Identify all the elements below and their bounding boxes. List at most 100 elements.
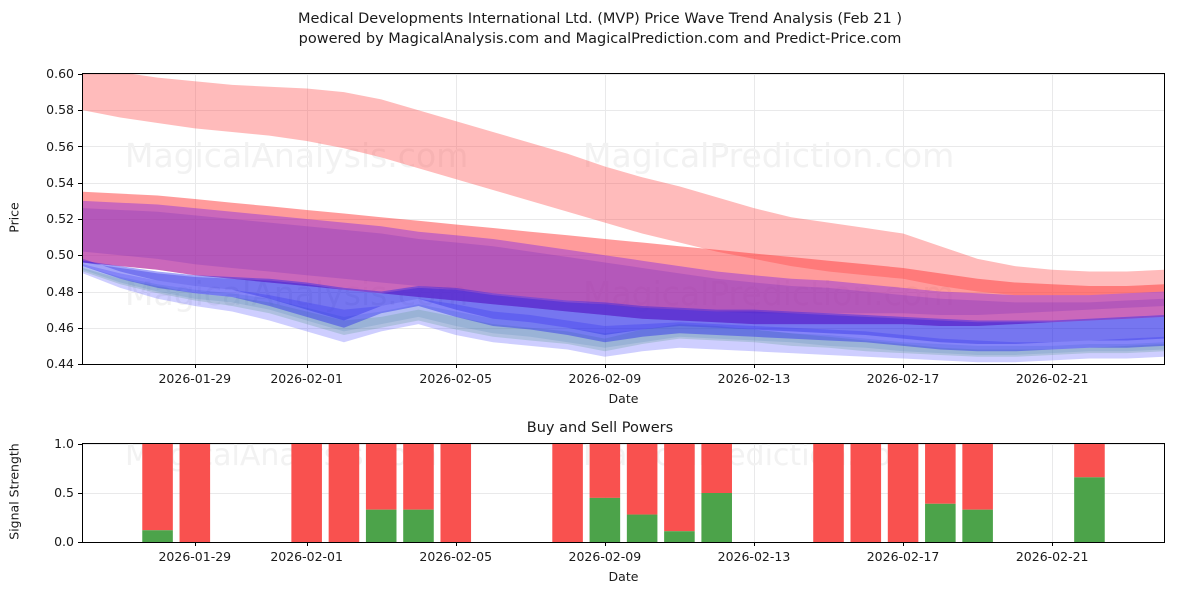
sell-power-bar (589, 444, 621, 498)
price-y-tick (78, 110, 82, 112)
sell-power-bar (1074, 444, 1105, 478)
buy-power-bar (1074, 477, 1105, 542)
price-x-tick (1052, 364, 1054, 368)
sell-power-bar (365, 444, 397, 510)
price-gridline-v (754, 74, 755, 364)
signal-x-tick (456, 542, 458, 546)
price-x-tick-label: 2026-02-13 (717, 371, 791, 386)
price-y-tick (78, 183, 82, 185)
sell-power-bar (552, 444, 583, 542)
signal-x-tick (754, 542, 756, 546)
sell-power-bar (179, 444, 211, 542)
signal-x-tick-label: 2026-01-29 (158, 549, 232, 564)
signal-y-tick (78, 493, 82, 495)
price-x-tick-label: 2026-01-29 (158, 371, 232, 386)
signal-y-tick (78, 444, 82, 446)
buy-power-bar (589, 497, 621, 542)
signal-gridline-h (83, 444, 1164, 445)
signal-y-axis-label: Signal Strength (6, 443, 22, 540)
sell-power-bar (962, 444, 993, 510)
price-x-tick (307, 364, 309, 368)
price-gridline-v (1052, 74, 1053, 364)
sell-power-bar (664, 444, 695, 532)
sell-power-bar (328, 444, 360, 542)
buy-sell-bars (142, 444, 1105, 542)
price-y-tick-label: 0.50 (46, 247, 74, 263)
price-x-tick (754, 364, 756, 368)
sell-power-bar (626, 444, 658, 515)
price-y-tick (78, 255, 82, 257)
signal-plot-area: MagicalAnalysis.com MagicalPrediction.com (82, 443, 1165, 543)
price-x-axis-label: Date (608, 391, 639, 406)
price-band-upper-red-band (83, 74, 1164, 296)
price-x-tick-label: 2026-02-21 (1015, 371, 1089, 386)
buy-power-bar (664, 531, 695, 542)
price-y-tick-label: 0.52 (46, 211, 74, 226)
price-band-blue-core (83, 258, 1164, 345)
signal-y-tick (78, 542, 82, 544)
signal-x-tick (1052, 542, 1054, 546)
price-y-tick (78, 219, 82, 221)
signal-x-tick (195, 542, 197, 546)
price-band-blue-band (83, 260, 1164, 352)
price-gridline-h (83, 74, 1164, 75)
price-x-tick (903, 364, 905, 368)
price-gridline-h (83, 364, 1164, 365)
sell-power-bar (440, 444, 472, 542)
price-gridline-h (83, 146, 1164, 147)
price-band-purple-core (83, 208, 1164, 316)
signal-y-tick-label: 0.0 (54, 534, 74, 549)
price-y-tick (78, 146, 82, 148)
sell-power-bar (887, 444, 919, 542)
price-band-teal-band (83, 266, 1164, 355)
price-y-tick (78, 292, 82, 294)
buy-power-bar (925, 503, 956, 542)
price-wave-bands (83, 74, 1164, 363)
buy-power-bar (403, 509, 434, 542)
signal-y-tick-label: 0.5 (54, 485, 74, 500)
price-gridline-v (605, 74, 606, 364)
buy-power-bar (142, 530, 173, 542)
price-y-tick-label: 0.58 (46, 102, 74, 118)
sell-power-bar (291, 444, 322, 542)
price-gridline-v (903, 74, 904, 364)
signal-y-tick-label: 1.0 (54, 436, 74, 451)
price-y-tick (78, 364, 82, 366)
price-band-purple-band (83, 200, 1164, 326)
price-gridline-h (83, 328, 1164, 329)
buy-power-bar (962, 509, 993, 542)
price-gridline-h (83, 183, 1164, 184)
figure-title-line-2: powered by MagicalAnalysis.com and Magic… (298, 31, 902, 47)
sell-power-bar (850, 444, 882, 542)
price-y-tick (78, 328, 82, 330)
signal-x-tick-label: 2026-02-17 (866, 549, 940, 564)
price-x-tick (195, 364, 197, 368)
price-y-tick-label: 0.54 (46, 174, 74, 190)
price-gridline-h (83, 110, 1164, 111)
price-x-tick-label: 2026-02-01 (270, 371, 343, 386)
price-band-light-blue-band (83, 264, 1164, 363)
signal-gridline-v (754, 444, 755, 542)
price-band-green-band (83, 267, 1164, 357)
price-x-tick (456, 364, 458, 368)
signal-chart-title: Buy and Sell Powers (526, 420, 674, 436)
price-y-tick-label: 0.44 (46, 356, 74, 371)
price-gridline-v (456, 74, 457, 364)
price-x-tick (605, 364, 607, 368)
buy-power-bar (701, 493, 732, 542)
signal-x-tick (903, 542, 905, 546)
signal-x-tick-label: 2026-02-21 (1015, 549, 1089, 564)
signal-gridline-v (1052, 444, 1053, 542)
signal-x-tick-label: 2026-02-05 (419, 549, 493, 564)
buy-power-bar (365, 509, 397, 542)
figure-title: Medical Developments International Ltd. … (0, 9, 1200, 49)
signal-gridline-h (83, 542, 1164, 543)
signal-x-axis-label: Date (608, 569, 639, 584)
price-y-tick-label: 0.60 (46, 66, 74, 81)
figure-title-line-1: Medical Developments International Ltd. … (297, 11, 903, 27)
price-x-tick-label: 2026-02-09 (568, 371, 642, 386)
price-y-axis-label: Price (6, 202, 22, 233)
sell-power-bar (925, 444, 956, 504)
price-y-tick-label: 0.48 (46, 283, 74, 299)
